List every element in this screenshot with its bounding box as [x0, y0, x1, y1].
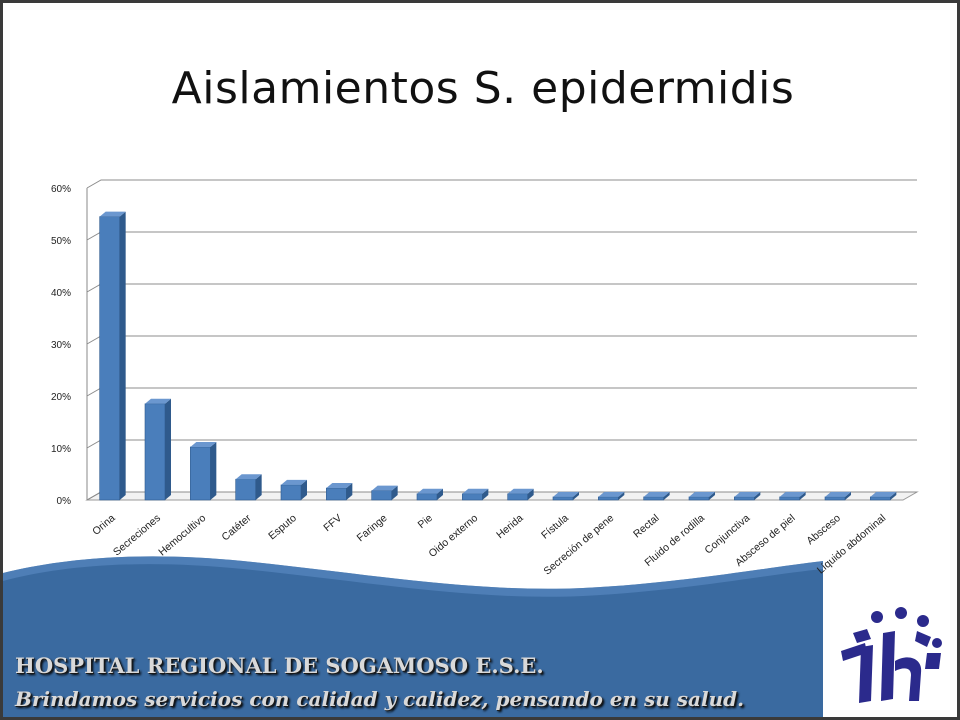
slide-title: Aislamientos S. epidermidis	[171, 63, 795, 114]
y-tick-label: 0%	[57, 496, 72, 507]
x-tick-label: Hemocultivo	[156, 512, 208, 558]
x-tick-label: Esputo	[266, 512, 299, 542]
x-tick-label: Fístula	[539, 512, 571, 542]
bar-side	[663, 491, 670, 500]
bar-side	[799, 491, 806, 500]
x-tick-label: Orina	[90, 512, 118, 538]
bar-side	[845, 491, 851, 500]
hospital-slogan: Brindamos servicios con calidad y calide…	[15, 687, 745, 711]
y-tick-label: 10%	[51, 444, 71, 455]
x-tick-label: Rectal	[631, 512, 662, 540]
bar-side	[754, 491, 761, 500]
gridline	[86, 231, 917, 241]
footer-wave-highlight	[3, 556, 823, 597]
hospital-name: HOSPITAL REGIONAL DE SOGAMOSO E.S.E.	[15, 653, 544, 678]
bar-chart: 0% 10% 20% 30% 40% 50% 60% OrinaSecrecionesHemo…	[51, 179, 919, 578]
bar-top	[553, 491, 579, 497]
bar	[144, 403, 166, 501]
bar-top	[462, 488, 489, 494]
footer-wave	[3, 556, 823, 717]
x-tick-label: Pie	[416, 512, 435, 531]
bar-side	[437, 488, 443, 500]
bar-side	[210, 441, 217, 500]
bar-side	[709, 491, 715, 500]
bar	[552, 496, 574, 501]
bar	[779, 496, 800, 501]
hospital-logo-icon	[841, 607, 942, 703]
bar-side	[890, 491, 897, 500]
bar-top	[825, 491, 851, 497]
bar	[371, 490, 392, 501]
bar-top	[870, 491, 897, 497]
x-tick-label: FFV	[321, 512, 344, 534]
bar-top	[281, 479, 307, 485]
bar	[462, 493, 483, 501]
bar	[99, 216, 120, 501]
bar	[824, 496, 846, 501]
bar	[688, 496, 710, 501]
bar	[190, 446, 211, 501]
bar-side	[301, 479, 307, 500]
bar-top	[598, 491, 625, 497]
bar-side	[391, 485, 398, 500]
y-tick-label: 40%	[51, 288, 71, 299]
bar-top	[326, 483, 353, 489]
bar-top	[145, 398, 171, 404]
bar-top	[417, 488, 443, 494]
bar-top	[643, 491, 670, 497]
bar-side	[346, 483, 353, 500]
y-tick-label: 30%	[51, 340, 71, 351]
bar-top	[190, 441, 217, 447]
bar-top	[99, 211, 126, 217]
bar	[416, 493, 438, 501]
bar-side	[165, 398, 171, 500]
footer-wave-band	[3, 556, 823, 717]
bar-top	[507, 488, 534, 494]
bar	[870, 496, 891, 501]
bar-side	[482, 488, 489, 500]
bar-side	[255, 474, 262, 500]
bar-top	[734, 491, 761, 497]
bar	[235, 478, 256, 501]
gridline	[86, 283, 917, 293]
x-tick-label: Catéter	[220, 512, 254, 544]
x-tick-label: Secreciones	[111, 512, 163, 558]
bar-side	[573, 491, 579, 500]
bar-side	[527, 488, 534, 500]
x-tick-label: Absceso	[804, 512, 843, 547]
bar	[734, 496, 755, 501]
bar-top	[779, 491, 806, 497]
bar-top	[689, 491, 715, 497]
y-tick-label: 50%	[51, 236, 71, 247]
x-tick-label: Oido externo	[426, 512, 480, 560]
x-tick-label: Faringe	[355, 512, 390, 544]
bar-top	[235, 474, 262, 480]
y-tick-label: 60%	[51, 184, 71, 195]
bar	[598, 496, 619, 501]
bar	[326, 487, 347, 501]
gridline	[86, 335, 917, 345]
bar-side	[618, 491, 625, 500]
bar-top	[371, 485, 398, 491]
bar	[280, 484, 302, 501]
gridline	[86, 179, 917, 189]
gridline	[86, 387, 917, 397]
bar	[643, 496, 664, 501]
bar	[507, 493, 528, 501]
y-tick-label: 20%	[51, 392, 71, 403]
x-tick-label: Herida	[494, 512, 526, 541]
bar-side	[119, 211, 126, 500]
